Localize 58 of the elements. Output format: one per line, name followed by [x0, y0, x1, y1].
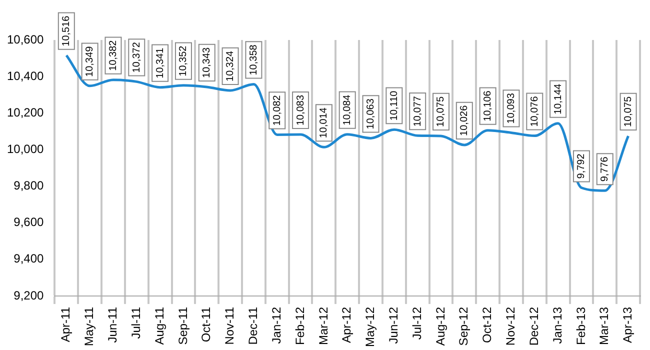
- x-tick-label: Apr-12: [340, 306, 354, 344]
- x-tick-label: Feb-13: [574, 306, 588, 346]
- data-label: 10,343: [202, 46, 213, 78]
- data-label: 10,372: [131, 42, 142, 73]
- x-tick-label: Oct-11: [199, 306, 214, 342]
- data-label: 10,082: [272, 94, 283, 126]
- data-label: 10,106: [482, 90, 494, 122]
- data-label: 10,083: [295, 94, 306, 126]
- data-label: 10,324: [225, 50, 236, 82]
- data-label: 10,075: [623, 96, 634, 127]
- y-tick-label: 10,200: [7, 105, 44, 120]
- data-label: 10,026: [459, 104, 470, 136]
- y-tick-label: 9,400: [14, 252, 44, 266]
- data-label: 10,084: [342, 94, 354, 126]
- x-tick-label: Jul-11: [128, 306, 143, 339]
- x-tick-label: Jul-12: [410, 306, 424, 340]
- x-tick-label: Nov-11: [222, 306, 237, 345]
- y-tick-label: 10,000: [7, 142, 44, 156]
- y-tick-label: 10,600: [7, 32, 44, 46]
- data-label: 10,093: [506, 92, 517, 124]
- data-label: 10,358: [248, 44, 260, 76]
- x-tick-label: Sep-11: [176, 306, 190, 345]
- x-tick-label: Aug-12: [433, 306, 448, 346]
- data-label: 10,382: [108, 40, 119, 71]
- y-tick-label: 9,800: [14, 178, 44, 193]
- x-tick-label: Apr-11: [58, 306, 73, 342]
- x-tick-label: Jan-13: [550, 306, 564, 344]
- x-tick-label: May-12: [363, 306, 378, 347]
- y-tick-label: 9,200: [14, 288, 44, 302]
- data-label: 9,776: [600, 156, 611, 182]
- y-tick-label: 9,600: [14, 215, 44, 230]
- data-label: 10,014: [318, 107, 330, 138]
- x-tick-label: Oct-12: [480, 306, 494, 343]
- x-tick-label: Jun-12: [386, 306, 400, 344]
- data-label: 10,076: [529, 96, 540, 127]
- data-label: 10,077: [412, 96, 424, 127]
- x-tick-label: May-11: [82, 306, 96, 346]
- x-tick-label: Feb-12: [292, 306, 307, 346]
- x-tick-label: Jun-11: [106, 306, 120, 343]
- data-label: 9,792: [576, 153, 588, 179]
- x-tick-label: Dec-11: [246, 306, 260, 345]
- x-tick-label: Aug-11: [152, 306, 166, 345]
- x-tick-label: Dec-12: [526, 306, 541, 346]
- x-tick-label: Jan-12: [269, 306, 284, 344]
- data-label: 10,349: [84, 46, 96, 77]
- x-tick-label: Nov-12: [504, 306, 518, 346]
- x-tick-label: Sep-12: [456, 306, 471, 346]
- data-label: 10,075: [436, 96, 447, 127]
- data-label: 10,516: [61, 15, 72, 46]
- data-label: 10,063: [366, 98, 377, 130]
- data-label: 10,341: [154, 47, 166, 78]
- x-tick-label: Mar-12: [316, 306, 330, 345]
- data-label: 10,144: [552, 83, 564, 114]
- data-label: 10,110: [388, 90, 400, 121]
- y-tick-label: 10,400: [7, 68, 44, 83]
- data-label: 10,352: [178, 45, 190, 76]
- x-tick-label: Apr-13: [620, 306, 635, 344]
- x-tick-label: Mar-13: [597, 306, 612, 345]
